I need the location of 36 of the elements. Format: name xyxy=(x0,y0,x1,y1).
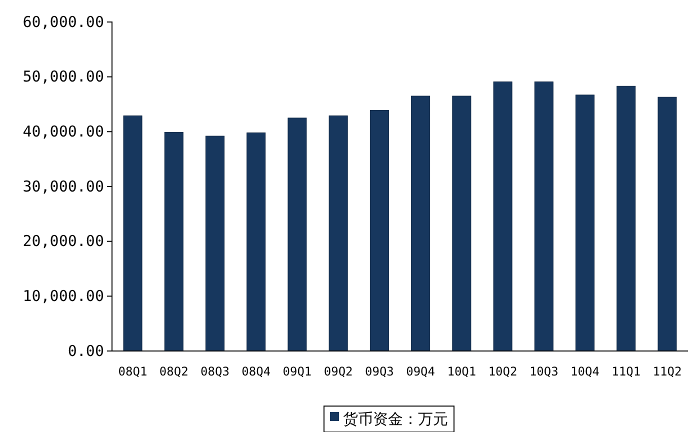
x-tick-label: 08Q3 xyxy=(200,364,230,379)
x-tick-label: 08Q2 xyxy=(159,364,188,379)
y-tick-label: 20,000.00 xyxy=(22,232,104,250)
x-tick-label: 11Q2 xyxy=(652,364,682,379)
x-tick-label: 09Q2 xyxy=(324,364,353,379)
bar xyxy=(370,110,389,352)
x-tick-label: 10Q3 xyxy=(529,364,558,379)
bar xyxy=(658,96,677,352)
bar xyxy=(452,96,472,352)
bar xyxy=(534,82,554,352)
bar xyxy=(328,116,348,352)
y-tick-label: 50,000.00 xyxy=(22,68,104,86)
bar xyxy=(576,94,595,352)
bar xyxy=(616,86,636,352)
x-tick-label: 09Q3 xyxy=(364,364,394,379)
y-tick-label: 0.00 xyxy=(68,342,104,360)
x-tick-label: 11Q1 xyxy=(612,364,641,379)
bar xyxy=(493,82,512,352)
x-tick-label: 10Q4 xyxy=(570,364,600,379)
x-tick-label: 09Q1 xyxy=(282,364,312,379)
bar xyxy=(288,118,307,352)
x-tick-label: 10Q1 xyxy=(447,364,476,379)
x-tick-label: 08Q1 xyxy=(118,364,148,379)
bar xyxy=(123,116,142,352)
y-tick-label: 60,000.00 xyxy=(22,12,104,31)
x-tick-label: 09Q4 xyxy=(406,364,436,379)
x-tick-label: 08Q4 xyxy=(242,364,271,379)
x-tick-label: 10Q2 xyxy=(488,364,518,379)
y-tick-label: 10,000.00 xyxy=(22,286,104,305)
bar xyxy=(164,132,184,352)
y-tick-label: 40,000.00 xyxy=(22,122,104,140)
bar xyxy=(205,136,224,352)
y-tick-label: 30,000.00 xyxy=(22,177,104,196)
legend-label: 货币资金：万元 xyxy=(343,410,448,428)
bar xyxy=(411,96,430,352)
bar xyxy=(246,132,266,352)
